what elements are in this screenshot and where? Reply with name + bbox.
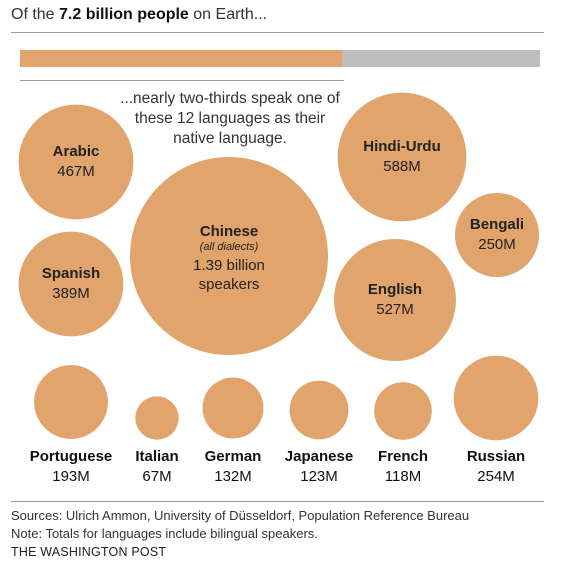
bubble-value-russian: 254M: [477, 468, 515, 485]
bubble-value-bengali: 250M: [478, 236, 516, 253]
bottom-divider: [11, 501, 544, 502]
bubble-label-bengali: Bengali: [470, 216, 524, 233]
bubble-label-french: French: [378, 448, 428, 465]
note-text: Note: Totals for languages include bilin…: [11, 526, 318, 541]
headline-prefix: Of the: [11, 6, 60, 23]
bubble-japanese: [289, 380, 349, 440]
population-share-bar: [20, 50, 540, 67]
bubble-label-russian: Russian: [467, 448, 525, 465]
bubble-label-portuguese: Portuguese: [30, 448, 113, 465]
bubble-portuguese: [34, 365, 108, 439]
bubble-value-japanese: 123M: [300, 468, 338, 485]
bubble-value-english: 527M: [376, 301, 414, 318]
bubble-french: [374, 382, 432, 440]
top-divider: [11, 32, 544, 33]
bubble-russian: [453, 355, 539, 441]
bubble-chinese: [130, 157, 328, 355]
headline: Of the 7.2 billion people on Earth...: [11, 6, 267, 24]
bubble-value-line2-chinese: speakers: [199, 276, 260, 293]
bubble-value-french: 118M: [385, 468, 421, 485]
headline-suffix: on Earth...: [188, 6, 268, 23]
bubble-value-chinese: 1.39 billion: [193, 257, 265, 274]
bubble-label-english: English: [368, 281, 422, 298]
bubble-label-arabic: Arabic: [53, 143, 100, 160]
language-bubble-chart: Chinese(all dialects) 1.39 billion speaker…: [18, 92, 539, 485]
bubble-value-arabic: 467M: [57, 163, 95, 180]
bubble-spanish: [18, 231, 124, 337]
bubble-label-hindi-urdu: Hindi-Urdu: [363, 138, 440, 155]
intro-text: ...nearly two-thirds speak one of these …: [120, 90, 340, 147]
bubble-label-spanish: Spanish: [42, 265, 100, 282]
bubble-hindi-urdu: [337, 92, 467, 222]
publisher-credit: THE WASHINGTON POST: [11, 545, 167, 559]
population-share-fill: [20, 50, 343, 67]
bubble-german: [202, 377, 264, 439]
sources-text: Sources: Ulrich Ammon, University of Düs…: [11, 508, 470, 523]
bubble-english: [334, 239, 456, 361]
bubble-value-german: 132M: [214, 468, 252, 485]
bubble-label-german: German: [205, 448, 262, 465]
bubble-arabic: [18, 104, 134, 220]
bubble-note-chinese: (all dialects): [200, 241, 259, 253]
bubble-label-japanese: Japanese: [285, 448, 353, 465]
bubble-bengali: [455, 193, 539, 277]
bubble-italian: [135, 396, 179, 440]
share-bracket-line: [20, 80, 344, 81]
headline-emphasis: 7.2 billion people: [59, 6, 189, 23]
bubble-value-hindi-urdu: 588M: [383, 158, 421, 175]
bubble-label-italian: Italian: [135, 448, 178, 465]
bubble-value-portuguese: 193M: [52, 468, 90, 485]
bubble-label-chinese: Chinese: [200, 223, 258, 240]
bubble-value-spanish: 389M: [52, 285, 90, 302]
bubble-value-italian: 67M: [142, 468, 171, 485]
